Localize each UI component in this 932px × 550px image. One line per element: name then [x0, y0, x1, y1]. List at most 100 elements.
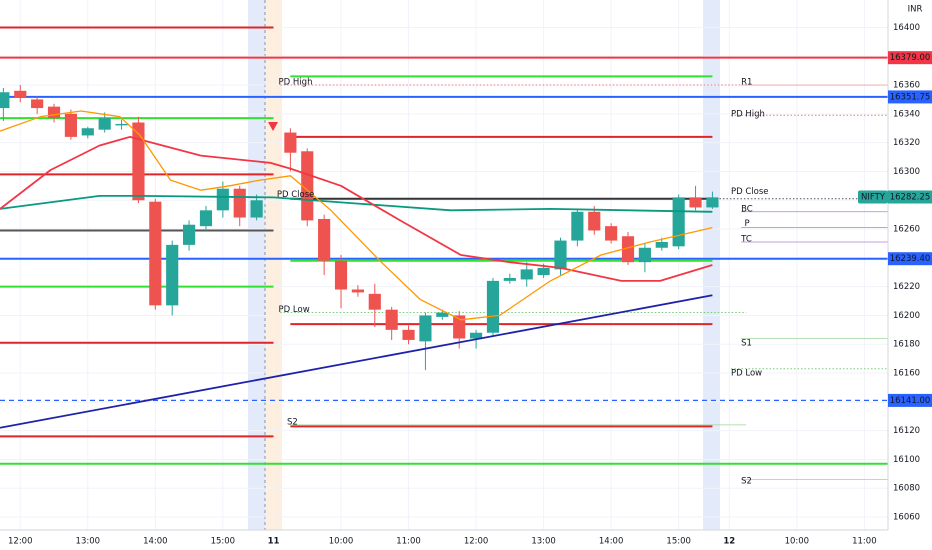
candle-body	[199, 210, 213, 227]
candle-body	[284, 132, 297, 153]
level-label: TC	[740, 235, 752, 245]
x-tick-label: 14:00	[143, 537, 168, 547]
level-label: PD Low	[279, 305, 310, 315]
y-tick-label: 16180	[893, 340, 920, 350]
y-tick-label: 16080	[893, 484, 920, 494]
y-tick-label: 16200	[893, 311, 920, 321]
candle-body	[233, 188, 246, 218]
symbol-tag	[858, 190, 888, 204]
candle-body	[638, 247, 651, 263]
candle-body	[166, 244, 179, 306]
level-label: S2	[287, 418, 298, 428]
level-label: PD High	[731, 109, 765, 119]
indicator-line	[0, 195, 713, 213]
x-tick-label: 15:00	[666, 537, 691, 547]
level-label: PD Low	[731, 369, 762, 379]
candle-body	[469, 332, 483, 339]
currency: INR	[908, 5, 923, 15]
y-tick-label: 16300	[893, 167, 920, 177]
price-tag	[888, 252, 932, 266]
x-tick-label: 14:00	[599, 537, 624, 547]
candle-body	[81, 128, 94, 136]
candle-body	[419, 315, 432, 342]
price-tag	[888, 51, 932, 65]
candle-body	[14, 90, 27, 98]
candle-body	[318, 218, 331, 261]
candle-body	[621, 236, 635, 263]
candle-body	[216, 188, 229, 211]
signal-marker	[268, 122, 278, 131]
price-tag-label: 16239.40	[890, 254, 931, 264]
time-axis	[0, 530, 932, 550]
candle-body	[301, 151, 314, 221]
price-tag-label: 16282.25	[890, 193, 931, 203]
y-tick-label: 16320	[893, 138, 920, 148]
x-tick-label: 11	[268, 537, 280, 547]
x-tick-label: 11:00	[852, 537, 877, 547]
y-tick-label: 16260	[893, 225, 920, 235]
price-tag-label: 16379.00	[890, 53, 931, 63]
level-label: PD High	[279, 78, 313, 88]
candle-body	[520, 269, 533, 280]
candle-body	[672, 197, 685, 247]
level-label: PD Close	[731, 187, 769, 197]
candle-body	[351, 289, 364, 293]
candle-body	[0, 92, 10, 109]
candle-body	[250, 200, 263, 218]
candle-body	[334, 260, 348, 290]
candle-body	[149, 201, 162, 306]
candle-body	[689, 197, 702, 208]
candle-body	[503, 278, 516, 281]
candle-body	[402, 329, 415, 340]
price-tag	[888, 90, 932, 104]
candle-body	[605, 226, 618, 241]
x-tick-label: 12	[723, 537, 735, 547]
session-shade	[248, 0, 265, 530]
level-label: S1	[741, 338, 752, 348]
candle-body	[31, 99, 44, 109]
candle-body	[98, 118, 111, 130]
candle-body	[47, 106, 61, 119]
x-tick-label: 10:00	[329, 537, 354, 547]
y-tick-label: 16120	[893, 426, 920, 436]
level-label: P	[745, 219, 750, 229]
candle-body	[385, 309, 398, 330]
y-tick-label: 16100	[893, 455, 920, 465]
x-tick-label: 13:00	[531, 537, 556, 547]
candle-body	[436, 312, 449, 317]
candle-body	[554, 240, 567, 270]
candle-body	[655, 242, 668, 248]
price-tag-label: 16351.75	[890, 92, 931, 102]
candle-body	[64, 113, 77, 137]
x-tick-label: 15:00	[211, 537, 236, 547]
price-tag	[888, 190, 932, 204]
y-tick-label: 16360	[893, 81, 920, 91]
candle-body	[132, 122, 145, 201]
candle-body	[368, 293, 381, 310]
level-label: BC	[741, 204, 753, 214]
level-label: PD Close	[277, 190, 315, 200]
candle-body	[588, 211, 601, 231]
price-tag	[888, 393, 932, 407]
candle-body	[706, 197, 719, 208]
y-tick-label: 16340	[893, 109, 920, 119]
candle-body	[486, 280, 500, 333]
candle-body	[453, 315, 466, 339]
price-tag-label: 16141.00	[890, 396, 931, 406]
x-tick-label: 13:00	[76, 537, 101, 547]
y-tick-label: 16400	[893, 23, 920, 33]
candle-body	[115, 123, 128, 126]
level-label: R1	[741, 78, 752, 88]
candle-body	[183, 224, 196, 245]
x-tick-label: 10:00	[785, 537, 810, 547]
y-tick-label: 16220	[893, 282, 920, 292]
candle-body	[537, 267, 550, 276]
indicator-line	[0, 294, 713, 429]
x-tick-label: 12:00	[8, 537, 33, 547]
level-label: S2	[741, 477, 752, 487]
candle-body	[571, 211, 584, 241]
x-tick-label: 11:00	[396, 537, 421, 547]
symbol-label: NIFTY	[861, 193, 886, 203]
y-tick-label: 16060	[893, 513, 920, 523]
